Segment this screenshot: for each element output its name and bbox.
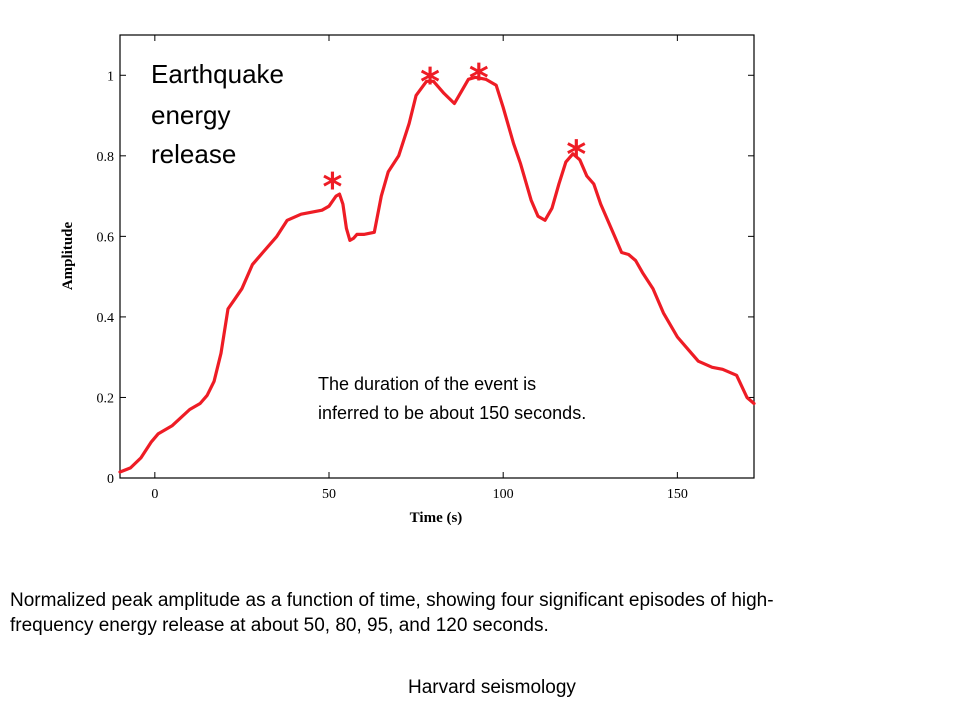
y-tick-label: 1 bbox=[107, 69, 114, 84]
annotation-title-line-2: energy bbox=[151, 100, 231, 130]
series-group bbox=[118, 75, 756, 474]
peak-star-marker: * bbox=[566, 133, 586, 177]
peak-markers: * * * * bbox=[323, 56, 587, 209]
amplitude-line bbox=[118, 75, 756, 474]
duration-note: The duration of the event is inferred to… bbox=[318, 374, 586, 423]
y-tick-label: 0.8 bbox=[97, 150, 115, 165]
annotation-title-line-1: Earthquake bbox=[151, 59, 284, 89]
duration-note-line-1: The duration of the event is bbox=[318, 374, 536, 394]
peak-star-marker: * bbox=[323, 165, 343, 209]
x-tick-label: 0 bbox=[151, 487, 158, 502]
figure-caption: Normalized peak amplitude as a function … bbox=[10, 590, 774, 636]
y-tick-label: 0.2 bbox=[97, 391, 115, 406]
y-axis-label: Amplitude bbox=[60, 221, 76, 290]
x-tick-label: 50 bbox=[322, 487, 336, 502]
source-credit: Harvard seismology bbox=[408, 677, 576, 698]
axis-ticks: 0 50 100 150 0 0.2 0.4 0.6 0.8 1 bbox=[97, 35, 754, 502]
amplitude-chart: 0 50 100 150 0 0.2 0.4 0.6 0.8 1 Earthquake energ… bbox=[60, 34, 756, 526]
x-tick-label: 100 bbox=[493, 487, 514, 502]
y-tick-label: 0.4 bbox=[97, 311, 115, 326]
peak-star-marker: * bbox=[469, 56, 489, 100]
chart-annotation-title: Earthquake energy release bbox=[151, 59, 284, 169]
x-tick-label: 150 bbox=[667, 487, 688, 502]
duration-note-line-2: inferred to be about 150 seconds. bbox=[318, 403, 586, 423]
x-axis-label: Time (s) bbox=[410, 510, 463, 526]
peak-star-marker: * bbox=[420, 60, 440, 104]
y-tick-label: 0.6 bbox=[97, 230, 115, 245]
y-tick-label: 0 bbox=[107, 472, 114, 487]
annotation-title-line-3: release bbox=[151, 139, 236, 169]
plot-frame bbox=[119, 34, 755, 479]
